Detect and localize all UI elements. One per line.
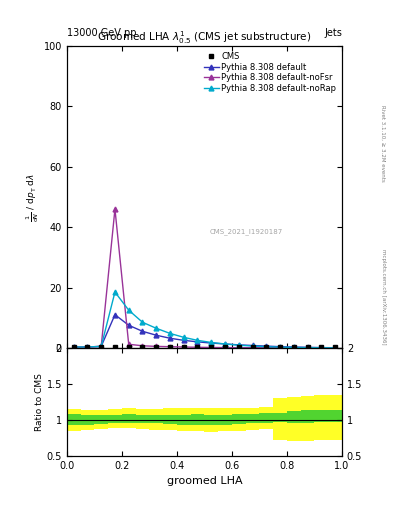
Pythia 8.308 default (250, 343, 255, 349)
Pythia 8.308 default-noRap (168, 330, 173, 336)
Pythia 8.308 default-noFsr (85, 344, 90, 350)
Pythia 8.308 default (113, 312, 118, 318)
Pythia 8.308 default-noRap (209, 339, 214, 346)
CMS (182, 344, 186, 350)
CMS (168, 344, 173, 350)
Pythia 8.308 default-noRap (85, 344, 90, 350)
Pythia 8.308 default (222, 341, 227, 347)
Text: Jets: Jets (324, 28, 342, 38)
CMS (127, 344, 131, 350)
Y-axis label: Ratio to CMS: Ratio to CMS (35, 373, 44, 431)
Pythia 8.308 default-noRap (264, 344, 269, 350)
Legend: CMS, Pythia 8.308 default, Pythia 8.308 default-noFsr, Pythia 8.308 default-noRa: CMS, Pythia 8.308 default, Pythia 8.308 … (202, 50, 338, 95)
Pythia 8.308 default-noFsr (250, 345, 255, 351)
Pythia 8.308 default-noFsr (278, 345, 283, 351)
Pythia 8.308 default-noRap (319, 345, 324, 351)
CMS (222, 344, 227, 350)
Pythia 8.308 default-noRap (250, 343, 255, 349)
CMS (140, 344, 145, 350)
Pythia 8.308 default-noFsr (168, 344, 173, 350)
Pythia 8.308 default (305, 344, 310, 350)
Line: Pythia 8.308 default: Pythia 8.308 default (71, 312, 338, 350)
Pythia 8.308 default (127, 322, 131, 328)
Pythia 8.308 default (278, 344, 283, 350)
Pythia 8.308 default (237, 342, 241, 348)
Pythia 8.308 default-noFsr (305, 345, 310, 351)
Pythia 8.308 default-noRap (292, 345, 296, 351)
Pythia 8.308 default (319, 345, 324, 351)
CMS (305, 344, 310, 350)
Text: 13000 GeV pp: 13000 GeV pp (67, 28, 136, 38)
Text: mcplots.cern.ch [arXiv:1306.3436]: mcplots.cern.ch [arXiv:1306.3436] (381, 249, 386, 345)
CMS (113, 344, 118, 350)
Pythia 8.308 default-noFsr (113, 206, 118, 212)
Pythia 8.308 default (168, 335, 173, 342)
Pythia 8.308 default-noFsr (319, 345, 324, 351)
CMS (209, 344, 214, 350)
Line: Pythia 8.308 default-noRap: Pythia 8.308 default-noRap (71, 290, 338, 350)
CMS (333, 344, 338, 350)
Text: CMS_2021_I1920187: CMS_2021_I1920187 (210, 228, 283, 235)
Pythia 8.308 default (154, 332, 159, 338)
Pythia 8.308 default-noRap (140, 319, 145, 325)
CMS (72, 344, 76, 350)
CMS (85, 344, 90, 350)
CMS (264, 344, 269, 350)
Line: Pythia 8.308 default-noFsr: Pythia 8.308 default-noFsr (71, 207, 338, 350)
Pythia 8.308 default-noFsr (154, 344, 159, 350)
Text: Rivet 3.1.10, ≥ 3.2M events: Rivet 3.1.10, ≥ 3.2M events (381, 105, 386, 182)
Pythia 8.308 default-noFsr (195, 344, 200, 350)
Pythia 8.308 default-noRap (195, 337, 200, 344)
Pythia 8.308 default (292, 344, 296, 350)
Pythia 8.308 default-noFsr (72, 344, 76, 350)
Pythia 8.308 default (195, 339, 200, 345)
CMS (99, 344, 104, 350)
CMS (250, 344, 255, 350)
Pythia 8.308 default (140, 328, 145, 334)
Pythia 8.308 default-noRap (182, 334, 186, 340)
Title: Groomed LHA $\lambda^{1}_{0.5}$ (CMS jet substructure): Groomed LHA $\lambda^{1}_{0.5}$ (CMS jet… (97, 29, 312, 46)
Line: CMS: CMS (72, 345, 337, 349)
Pythia 8.308 default-noFsr (292, 345, 296, 351)
Pythia 8.308 default-noFsr (222, 345, 227, 351)
Pythia 8.308 default-noFsr (237, 345, 241, 351)
Pythia 8.308 default-noFsr (333, 345, 338, 351)
Pythia 8.308 default-noRap (278, 344, 283, 350)
Y-axis label: $\frac{1}{\mathregular{d}N}$ / $\mathregular{d}p_\mathregular{T}$ $\mathregular{: $\frac{1}{\mathregular{d}N}$ / $\mathreg… (24, 173, 41, 222)
CMS (319, 344, 324, 350)
Pythia 8.308 default-noFsr (140, 343, 145, 349)
Pythia 8.308 default-noRap (237, 342, 241, 348)
Pythia 8.308 default-noRap (127, 307, 131, 313)
Pythia 8.308 default-noFsr (99, 344, 104, 350)
X-axis label: groomed LHA: groomed LHA (167, 476, 242, 486)
Pythia 8.308 default-noFsr (127, 341, 131, 347)
Pythia 8.308 default-noRap (113, 289, 118, 295)
Pythia 8.308 default (85, 344, 90, 350)
CMS (237, 344, 241, 350)
Pythia 8.308 default (99, 344, 104, 350)
CMS (154, 344, 159, 350)
CMS (292, 344, 296, 350)
Pythia 8.308 default (72, 344, 76, 350)
Pythia 8.308 default-noFsr (264, 345, 269, 351)
Pythia 8.308 default (182, 337, 186, 344)
Pythia 8.308 default (264, 343, 269, 349)
Pythia 8.308 default-noRap (154, 325, 159, 331)
Pythia 8.308 default-noRap (333, 345, 338, 351)
CMS (278, 344, 283, 350)
Pythia 8.308 default-noRap (99, 344, 104, 350)
Pythia 8.308 default-noRap (222, 341, 227, 347)
Pythia 8.308 default (333, 345, 338, 351)
Pythia 8.308 default-noRap (72, 344, 76, 350)
Pythia 8.308 default (209, 340, 214, 346)
Pythia 8.308 default-noFsr (209, 345, 214, 351)
CMS (195, 344, 200, 350)
Pythia 8.308 default-noRap (305, 345, 310, 351)
Pythia 8.308 default-noFsr (182, 344, 186, 350)
